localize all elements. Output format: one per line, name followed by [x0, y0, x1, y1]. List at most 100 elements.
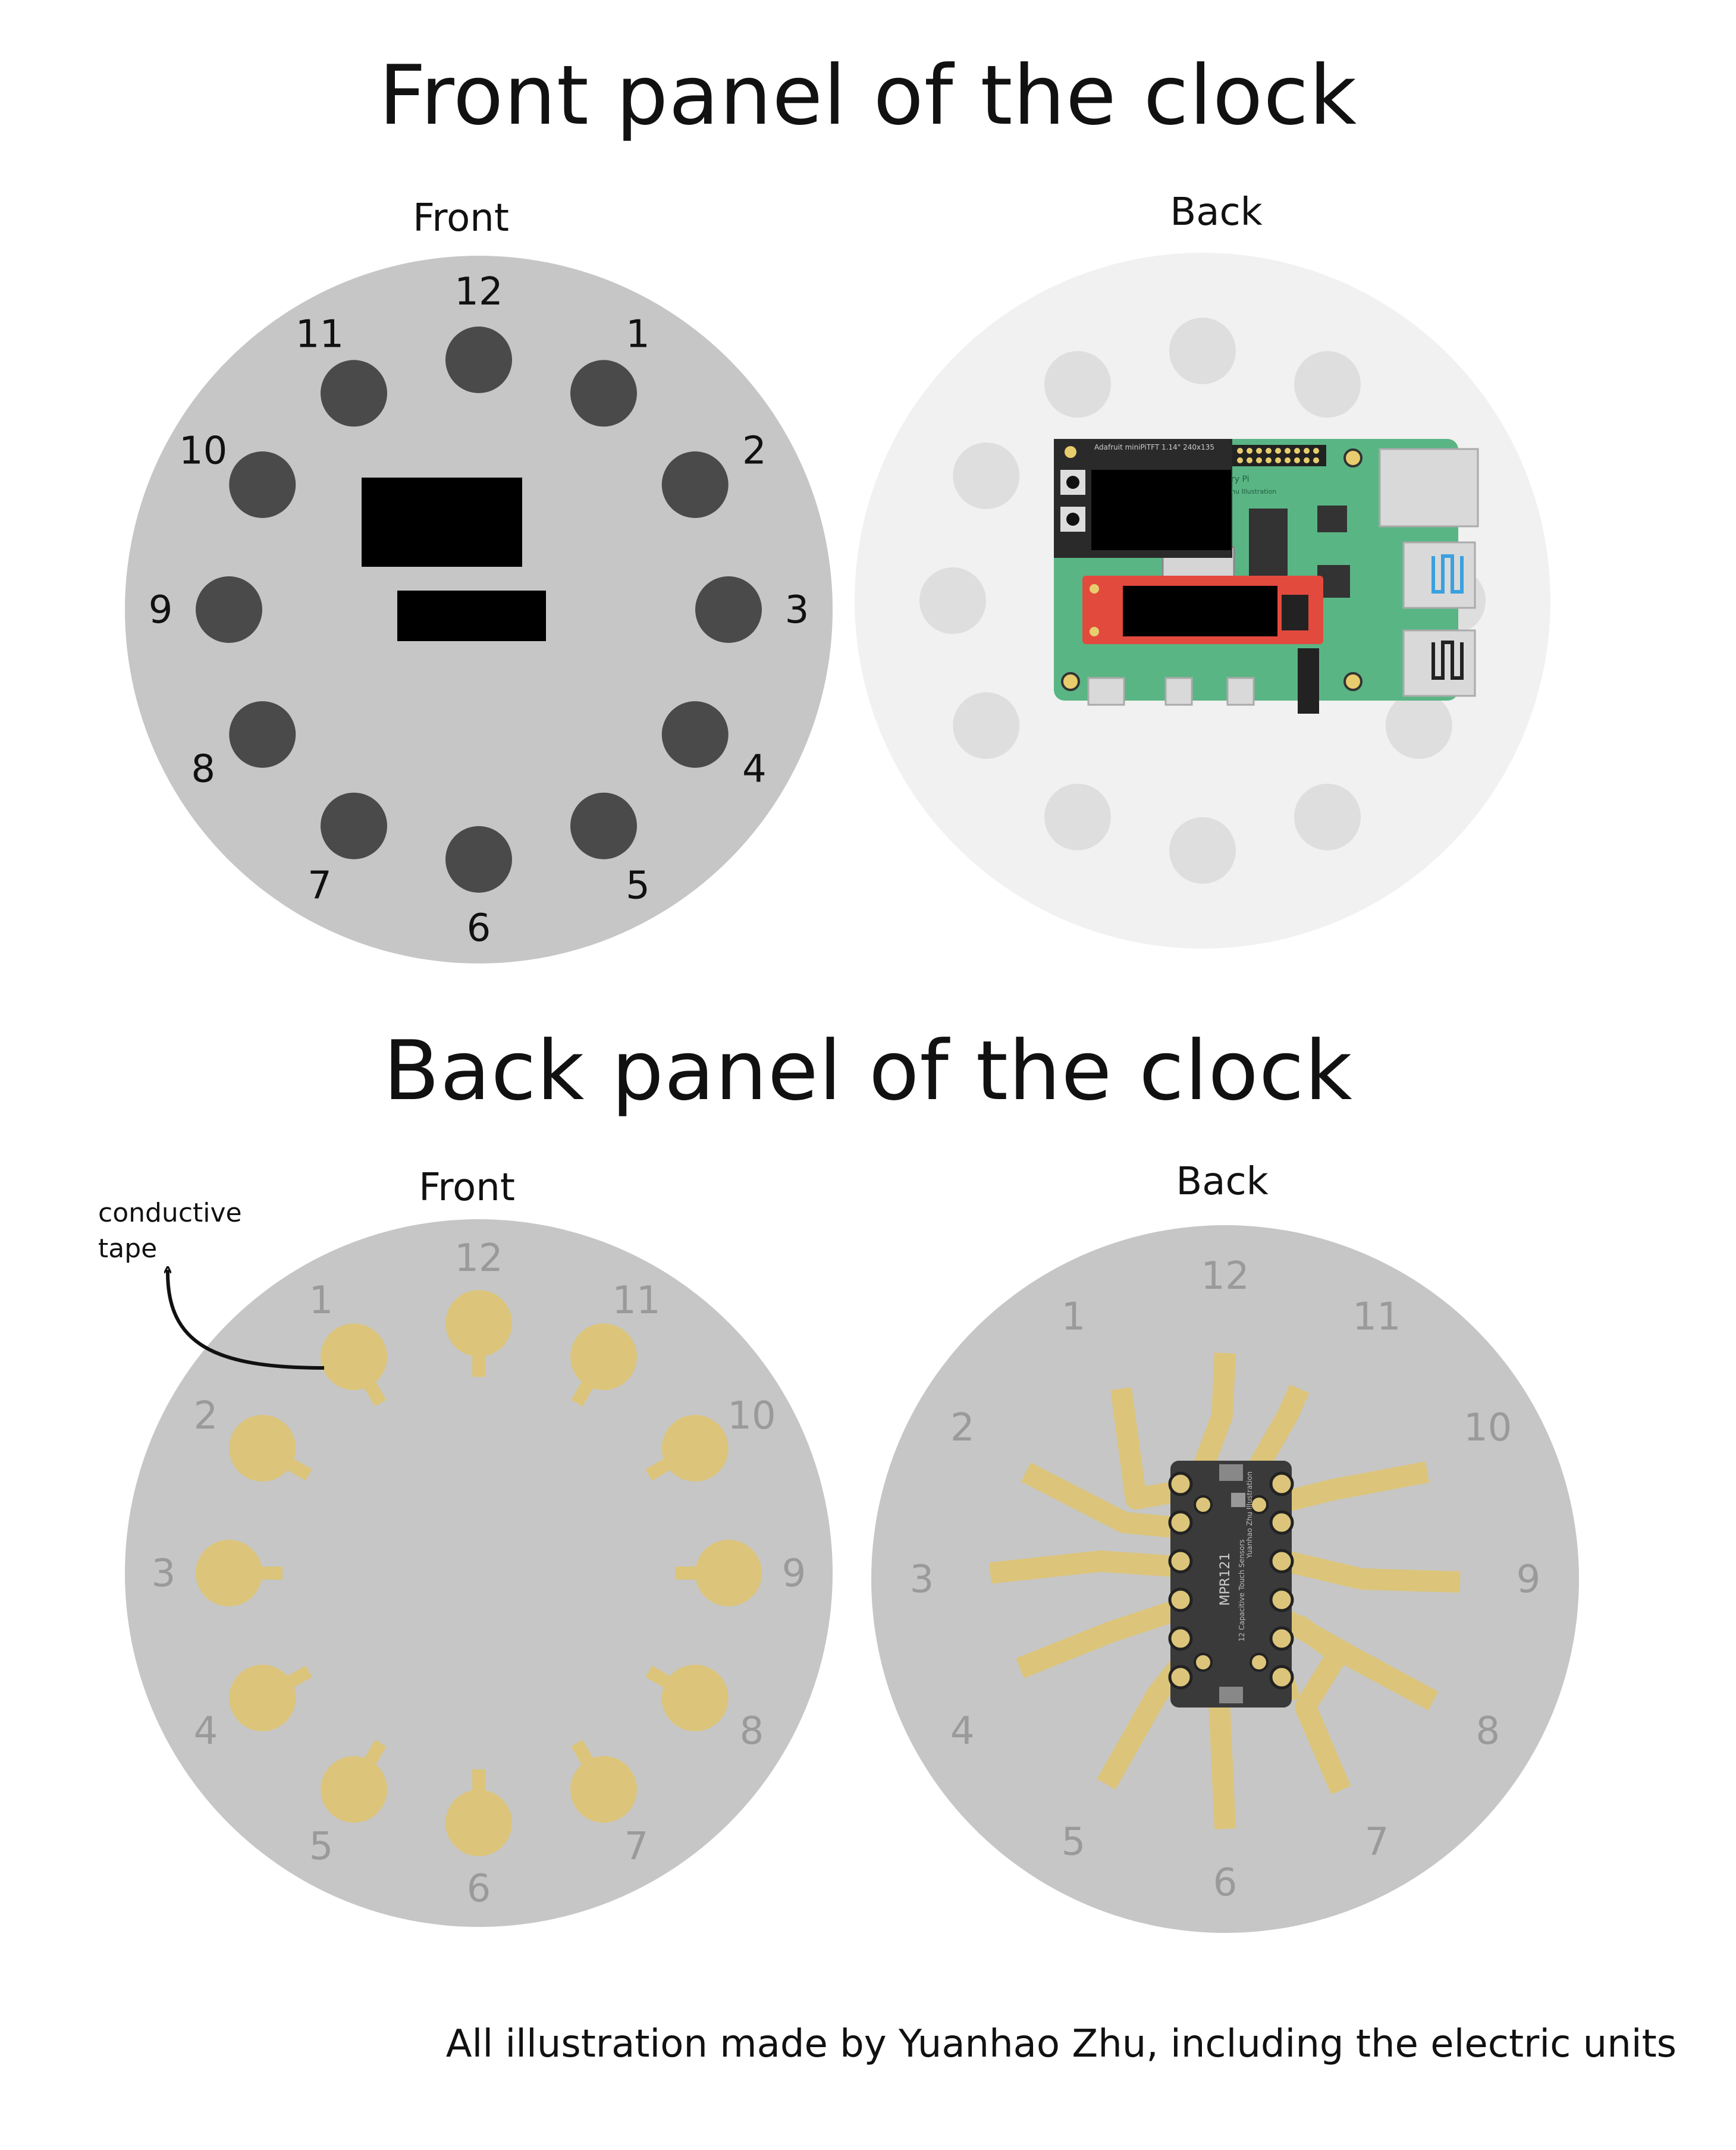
front-panel-back-label: Back: [1170, 190, 1263, 234]
tape-number-3: 3: [152, 1552, 176, 1596]
back-panel-front-dial: 12 11 10 9 8 7 6 5 4 3 2 1: [125, 1219, 833, 1927]
tape-pad-5: [321, 1756, 387, 1823]
hour-button-10: [229, 451, 296, 518]
tape-pad-4: [229, 1665, 296, 1731]
ethernet-port: [1379, 448, 1479, 528]
hour-button-1: [570, 360, 637, 427]
svg-text:12 Capacitive Touch Sensors: 12 Capacitive Touch Sensors: [1238, 1539, 1246, 1641]
hour-number-5: 5: [626, 864, 650, 908]
tape-pad-7: [570, 1756, 637, 1823]
display-screen: [362, 478, 522, 567]
tape-number-10: 10: [727, 1394, 776, 1438]
hour-number-4: 4: [742, 748, 767, 792]
tape-annotation-arrow: [168, 1270, 325, 1370]
mount-pad: [1250, 1653, 1269, 1672]
mpr121-label: MPR121: [1218, 1552, 1233, 1606]
hour-button-3: [695, 576, 762, 643]
conductive-tape-pads: [196, 1290, 762, 1856]
svg-text:Adafruit miniPiTFT 1.14" 240x1: Adafruit miniPiTFT 1.14" 240x135: [1094, 443, 1214, 451]
wire-number-7: 7: [1365, 1821, 1389, 1865]
wire-number-12: 12: [1201, 1254, 1249, 1298]
electrode-pad: [1168, 1471, 1193, 1496]
hour-button-2: [661, 451, 729, 518]
electrode-pad: [1269, 1510, 1294, 1535]
hour-button-6: [445, 826, 512, 893]
wire-number-4: 4: [950, 1709, 975, 1753]
hour-number-12: 12: [454, 270, 503, 314]
svg-text:Yuanhao Zhu Illustration: Yuanhao Zhu Illustration: [1245, 1471, 1254, 1559]
wire-number-8: 8: [1476, 1709, 1500, 1753]
tape-pad-3: [196, 1540, 262, 1606]
red-display-board: [1082, 576, 1323, 644]
tape-pad-2: [229, 1415, 296, 1482]
ghost-button: [1044, 783, 1111, 850]
tape-pad-12: [445, 1290, 512, 1357]
hour-buttons: [196, 327, 762, 893]
hour-number-10: 10: [179, 429, 227, 473]
tape-number-4: 4: [194, 1709, 218, 1753]
electrode-pad: [1168, 1549, 1193, 1574]
hour-number-1: 1: [626, 313, 650, 357]
wire-number-11: 11: [1352, 1295, 1401, 1339]
audio-jack: [1298, 648, 1319, 714]
front-panel-front-label: Front: [413, 196, 509, 240]
tape-pad-1: [321, 1323, 387, 1391]
ghost-button: [1044, 351, 1111, 418]
hour-number-8: 8: [191, 748, 215, 792]
electrode-pad: [1269, 1665, 1294, 1690]
hour-button-5: [570, 792, 637, 859]
tape-pad-10: [661, 1415, 729, 1482]
conductive-tape-label: conductive tape: [98, 1198, 242, 1264]
mount-pad: [1194, 1495, 1213, 1514]
front-panel-title: Front panel of the clock: [378, 48, 1358, 143]
ghost-button: [919, 567, 986, 634]
hour-button-8: [229, 701, 296, 768]
electrode-pad: [1269, 1626, 1294, 1651]
usb2-port: [1402, 629, 1476, 697]
tape-pad-8: [661, 1665, 729, 1731]
usb3-port: [1402, 541, 1476, 609]
mount-pad: [1250, 1495, 1269, 1514]
wire-number-6: 6: [1213, 1861, 1238, 1905]
mpr121-board: MPR121 12 Capacitive Touch Sensors Yuanh…: [1168, 1461, 1294, 1708]
ghost-button: [953, 692, 1020, 759]
tape-pad-6: [445, 1790, 512, 1856]
svg-text:hu Illustration: hu Illustration: [1231, 488, 1276, 495]
ghost-button: [1169, 318, 1236, 384]
mount-pad: [1194, 1653, 1213, 1672]
hour-button-11: [321, 360, 387, 427]
credit-line: All illustration made by Yuanhao Zhu, in…: [445, 2022, 1677, 2066]
mini-pitft-board: Adafruit miniPiTFT 1.14" 240x135 ry Pi h…: [1054, 439, 1276, 558]
tape-number-12: 12: [454, 1236, 503, 1280]
back-panel-front-label: Front: [419, 1166, 515, 1210]
mirrored-hour-numbers: 12 11 10 9 8 7 6 5 4 3 2 1: [152, 1236, 806, 1911]
electrode-pad: [1269, 1587, 1294, 1612]
wire-number-5: 5: [1062, 1821, 1086, 1865]
hour-number-2: 2: [742, 429, 767, 473]
dial-disc-tape: [125, 1219, 833, 1927]
wire-number-2: 2: [950, 1406, 975, 1450]
hour-number-3: 3: [785, 588, 809, 632]
electrode-pad: [1168, 1510, 1193, 1535]
tape-number-9: 9: [782, 1552, 806, 1596]
ghost-button: [1169, 817, 1236, 884]
svg-text:ry Pi: ry Pi: [1231, 475, 1250, 484]
hour-button-12: [445, 327, 512, 393]
wire-number-3: 3: [910, 1558, 934, 1602]
ghost-button: [1294, 351, 1361, 418]
tape-number-1: 1: [309, 1279, 334, 1323]
wire-number-10: 10: [1464, 1406, 1512, 1450]
hour-button-4: [661, 701, 729, 768]
tape-pad-9: [695, 1540, 762, 1606]
electrode-pad: [1168, 1587, 1193, 1612]
tape-number-2: 2: [194, 1394, 218, 1438]
hour-button-7: [321, 792, 387, 859]
tape-number-6: 6: [467, 1867, 491, 1911]
electrode-pad: [1269, 1549, 1294, 1574]
ghost-button: [1385, 692, 1452, 759]
tape-pad-11: [570, 1323, 637, 1391]
ghost-button: [953, 442, 1020, 509]
